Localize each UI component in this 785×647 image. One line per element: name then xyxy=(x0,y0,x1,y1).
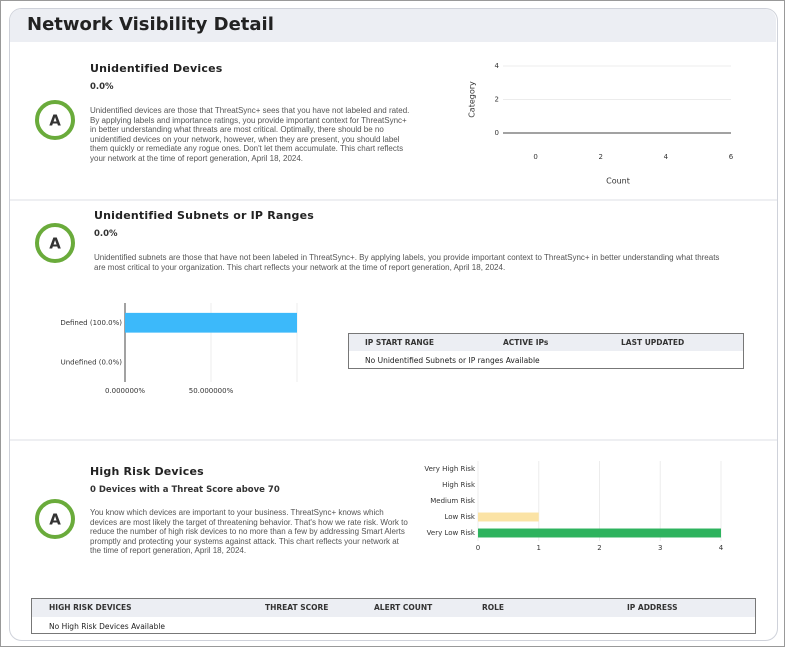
section-description: Unidentified devices are those that Thre… xyxy=(90,106,410,163)
table-empty-message: No Unidentified Subnets or IP ranges Ava… xyxy=(365,356,540,365)
y-axis-label: Category xyxy=(468,81,477,118)
table-header: ACTIVE IPs xyxy=(503,338,549,347)
y-tick-label: Very High Risk xyxy=(424,465,476,473)
table-header: ALERT COUNT xyxy=(374,603,433,612)
table-header: HIGH RISK DEVICES xyxy=(49,603,132,612)
grade-badge xyxy=(35,223,75,263)
grade: A xyxy=(49,112,61,130)
bar xyxy=(125,312,297,333)
x-tick-label: 0.000000% xyxy=(105,387,145,395)
y-tick-label: 4 xyxy=(495,62,500,70)
y-tick-label: High Risk xyxy=(442,481,476,489)
y-tick-label: Undefined (0.0%) xyxy=(61,358,123,366)
x-tick-label: 4 xyxy=(719,544,724,552)
section-subtitle: 0 Devices with a Threat Score above 70 xyxy=(90,485,280,495)
y-tick-label: Defined (100.0%) xyxy=(60,319,122,327)
x-tick-label: 2 xyxy=(598,153,602,161)
x-tick-label: 6 xyxy=(729,153,734,161)
y-tick-label: 0 xyxy=(495,129,499,137)
grade: A xyxy=(49,511,61,529)
x-tick-label: 2 xyxy=(597,544,601,552)
table-header-bg xyxy=(349,334,743,351)
table-header-bg xyxy=(32,599,755,617)
section-subtitle: 0.0% xyxy=(90,82,114,92)
grade-badge xyxy=(35,100,75,140)
x-tick-label: 0 xyxy=(533,153,537,161)
bar xyxy=(478,528,721,538)
y-tick-label: Low Risk xyxy=(444,513,475,521)
bar xyxy=(478,512,539,522)
table-empty-message: No High Risk Devices Available xyxy=(49,622,166,631)
section-title: Unidentified Subnets or IP Ranges xyxy=(94,209,315,222)
y-tick-label: Very Low Risk xyxy=(427,529,476,537)
card xyxy=(9,8,778,641)
x-tick-label: 0 xyxy=(476,544,480,552)
section-description: You know which devices are important to … xyxy=(90,508,408,556)
x-tick-label: 3 xyxy=(658,544,662,552)
table-header: THREAT SCORE xyxy=(265,603,329,612)
section-description: Unidentified subnets are those that have… xyxy=(94,253,720,272)
x-axis-label: Count xyxy=(606,177,630,186)
x-tick-label: 50.000000% xyxy=(189,387,234,395)
table-header: IP START RANGE xyxy=(365,338,434,347)
section-title: Unidentified Devices xyxy=(90,62,223,75)
y-tick-label: Medium Risk xyxy=(430,497,476,505)
table-header: IP ADDRESS xyxy=(627,603,678,612)
page-title: Network Visibility Detail xyxy=(27,14,274,35)
y-tick-label: 2 xyxy=(495,96,499,104)
header-band xyxy=(10,9,776,42)
section-title: High Risk Devices xyxy=(90,465,204,478)
x-tick-label: 4 xyxy=(664,153,669,161)
table-header: ROLE xyxy=(482,603,505,612)
table-header: LAST UPDATED xyxy=(621,338,685,347)
grade: A xyxy=(49,235,61,253)
section-subtitle: 0.0% xyxy=(94,229,118,239)
grade-badge xyxy=(35,499,75,539)
x-tick-label: 1 xyxy=(537,544,541,552)
